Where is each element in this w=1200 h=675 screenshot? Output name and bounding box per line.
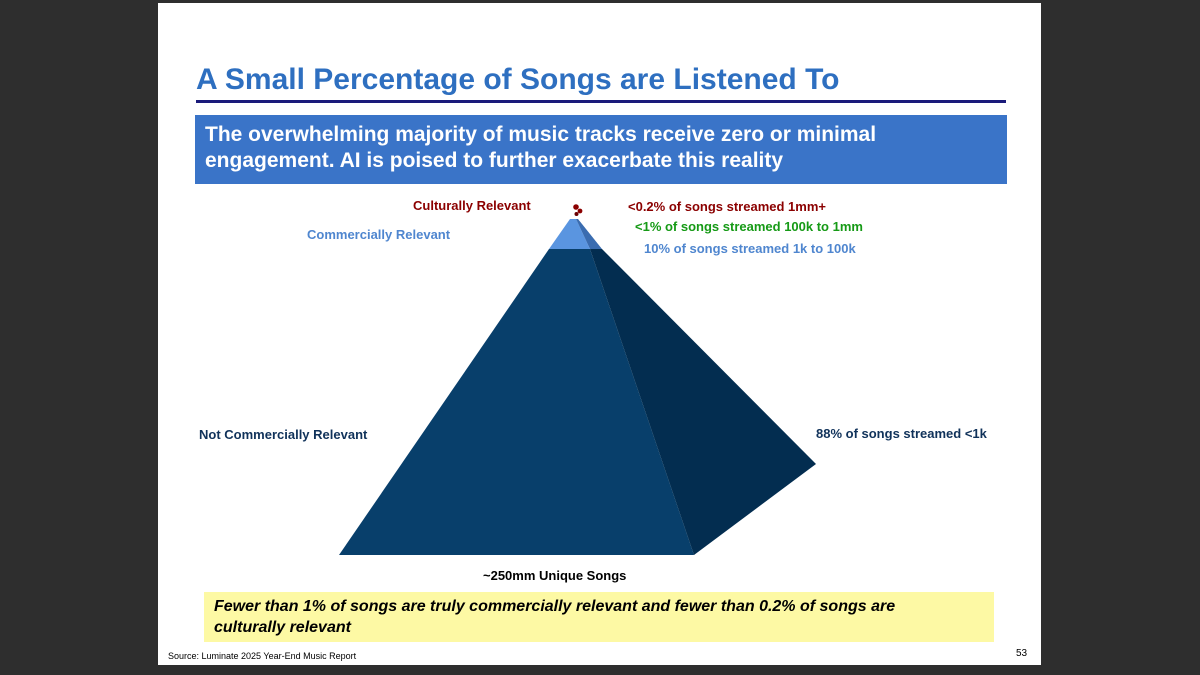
slide: A Small Percentage of Songs are Listened… [158, 3, 1041, 665]
callout-line-1: Fewer than 1% of songs are truly commerc… [214, 598, 896, 615]
culturally-relevant-stat: <0.2% of songs streamed 1mm+ [628, 199, 826, 214]
pyramid-base-side-face [590, 249, 816, 555]
pyramid-base-front-face [339, 249, 694, 555]
pyramid-commercial-front-face [549, 219, 590, 249]
streamed-100k-1mm-stat: <1% of songs streamed 100k to 1mm [635, 219, 863, 234]
not-commercially-relevant-stat: 88% of songs streamed <1k [816, 426, 987, 441]
pyramid-diagram [339, 204, 816, 555]
slide-title: A Small Percentage of Songs are Listened… [196, 63, 840, 96]
page-number: 53 [1016, 648, 1028, 659]
base-unique-songs-label: ~250mm Unique Songs [483, 568, 627, 583]
pyramid-cultural-tip [573, 204, 583, 216]
title-underline [196, 100, 1006, 103]
commercially-relevant-stat: 10% of songs streamed 1k to 100k [644, 241, 856, 256]
takeaway-callout: Fewer than 1% of songs are truly commerc… [204, 592, 994, 642]
culturally-relevant-label: Culturally Relevant [413, 198, 531, 213]
commercially-relevant-label: Commercially Relevant [307, 227, 451, 242]
subtitle-line-2: engagement. AI is poised to further exac… [205, 149, 784, 172]
pyramid-commercial-side-face [576, 219, 602, 249]
subtitle-banner: The overwhelming majority of music track… [195, 115, 1007, 184]
callout-line-2: culturally relevant [214, 619, 351, 636]
subtitle-line-1: The overwhelming majority of music track… [205, 123, 877, 146]
source-note: Source: Luminate 2025 Year-End Music Rep… [168, 651, 357, 661]
not-commercially-relevant-label: Not Commercially Relevant [199, 427, 368, 442]
